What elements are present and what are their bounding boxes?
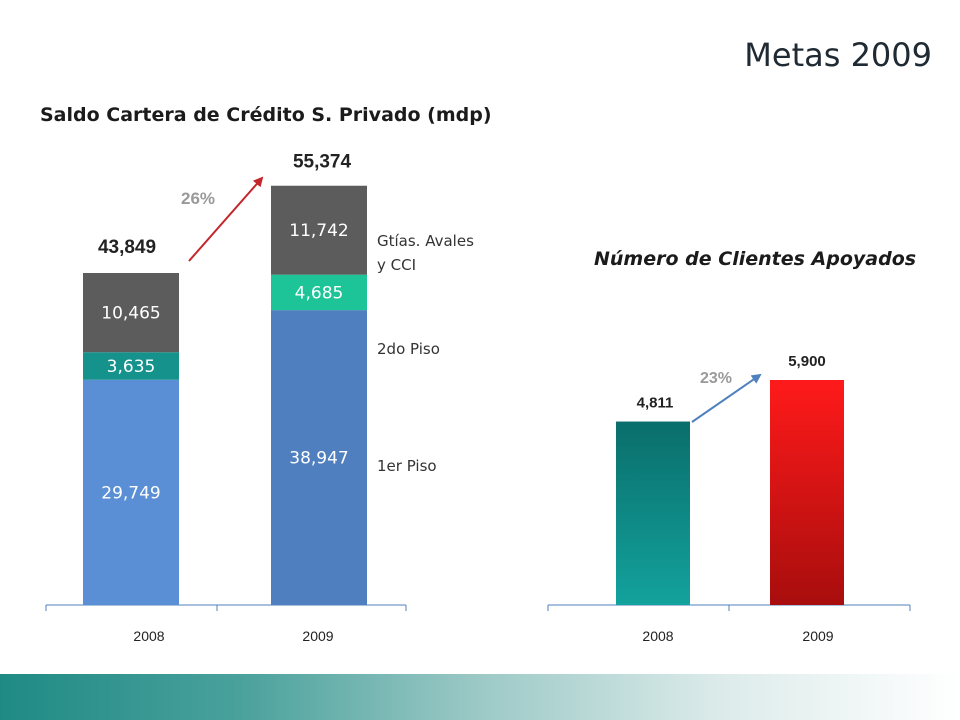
- bar-2009-1er: [271, 310, 367, 605]
- legend-label-0-0: 1er Piso: [377, 457, 437, 475]
- x-tick-label-clientes-2009: 2009: [802, 628, 833, 644]
- growth-label: 26%: [181, 189, 215, 208]
- bar-2009-2do: [271, 274, 367, 311]
- x-tick-label-clientes-2008: 2008: [642, 628, 673, 644]
- total-label-2008: 43,849: [98, 237, 156, 258]
- data-label-2009-2: 11,742: [289, 221, 348, 241]
- legend-label-1-0: 2do Piso: [377, 340, 440, 358]
- footer-gradient-bar: [0, 674, 960, 720]
- legend-label-2-1: y CCI: [377, 256, 416, 274]
- page-title: Metas 2009: [744, 36, 932, 74]
- bar-2008-2do: [83, 352, 179, 380]
- growth-arrow-2: [691, 373, 762, 423]
- data-label-2008-1: 3,635: [107, 357, 156, 377]
- bar-clientes-2008: [616, 421, 690, 605]
- bar-2008-1er: [83, 379, 179, 605]
- cartera-chart-title: Saldo Cartera de Crédito S. Privado (mdp…: [40, 104, 492, 126]
- data-label-clientes-2009: 5,900: [788, 353, 826, 370]
- bar-clientes-2009: [770, 380, 844, 605]
- x-tick-label-2009: 2009: [302, 628, 333, 644]
- legend-label-2-0: Gtías. Avales: [377, 232, 474, 250]
- data-label-2009-0: 38,947: [289, 449, 348, 469]
- data-label-2008-2: 10,465: [101, 304, 160, 324]
- clientes-chart-title: Número de Clientes Apoyados: [594, 248, 917, 270]
- data-label-2009-1: 4,685: [295, 283, 344, 303]
- x-tick-label-2008: 2008: [133, 628, 164, 644]
- data-label-2008-0: 29,749: [101, 483, 160, 503]
- bar-2009-gtas: [271, 185, 367, 275]
- growth-label-2: 23%: [700, 370, 732, 387]
- bar-2008-gtas: [83, 273, 179, 353]
- total-label-2009: 55,374: [293, 152, 352, 173]
- growth-arrow: [188, 176, 264, 262]
- data-label-clientes-2008: 4,811: [637, 395, 674, 412]
